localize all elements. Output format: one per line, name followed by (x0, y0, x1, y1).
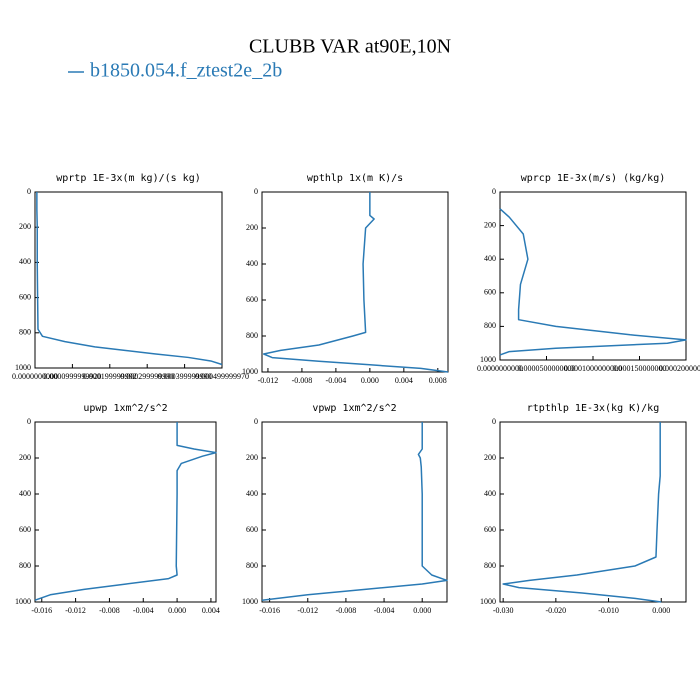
y-tick-label: 1000 (480, 597, 496, 606)
x-tick-label: 0.000200000000 (659, 364, 700, 373)
x-tick-label: -0.012 (258, 376, 279, 385)
panel-title: rtpthlp 1E-3x(kg K)/kg (527, 403, 659, 414)
x-tick-label: 0.0000500000000 (518, 364, 576, 373)
series-line (262, 192, 449, 373)
x-tick-label: -0.016 (31, 606, 52, 615)
y-tick-label: 400 (484, 489, 496, 498)
y-tick-label: 1000 (242, 597, 258, 606)
x-tick-label: 0.000499999970 (195, 372, 249, 381)
panel-title: wprtp 1E-3x(m kg)/(s kg) (56, 173, 201, 184)
y-tick-label: 0 (254, 417, 258, 426)
x-tick-label: 0.0000999999920 (43, 372, 101, 381)
y-tick-label: 800 (19, 561, 31, 570)
y-tick-label: 0 (27, 187, 31, 196)
y-tick-label: 800 (246, 561, 258, 570)
x-tick-label: 0.000 (168, 606, 186, 615)
y-tick-label: 800 (19, 328, 31, 337)
x-tick-label: 0.004 (395, 376, 413, 385)
chart-title: CLUBB VAR at90E,10N (249, 36, 451, 58)
x-tick-label: 0.000 (361, 376, 379, 385)
x-tick-label: 0.000 (652, 606, 670, 615)
series-line (499, 208, 687, 356)
y-tick-label: 0 (27, 417, 31, 426)
x-tick-label: 0.0000000000 (12, 372, 58, 381)
y-tick-label: 0 (492, 187, 496, 196)
y-tick-label: 600 (246, 295, 258, 304)
x-tick-label: -0.008 (336, 606, 357, 615)
y-tick-label: 1000 (480, 355, 496, 364)
y-tick-label: 400 (246, 489, 258, 498)
x-tick-label: -0.004 (374, 606, 395, 615)
y-tick-label: 600 (246, 525, 258, 534)
series-line (34, 422, 217, 601)
x-tick-label: -0.008 (292, 376, 313, 385)
y-tick-label: 400 (19, 257, 31, 266)
x-tick-label: 0.008 (429, 376, 447, 385)
plot-frame (499, 421, 687, 603)
x-tick-label: -0.010 (598, 606, 619, 615)
y-tick-label: 1000 (15, 363, 31, 372)
panel-title: wprcp 1E-3x(m/s) (kg/kg) (521, 173, 666, 184)
series-line (261, 422, 448, 601)
x-tick-label: 0.000399999990 (158, 372, 212, 381)
x-tick-label: -0.012 (65, 606, 86, 615)
y-tick-label: 1000 (15, 597, 31, 606)
y-tick-label: 0 (254, 187, 258, 196)
plot-frame (261, 191, 449, 373)
x-tick-label: 0.0000000000 (477, 364, 523, 373)
panel-title: vpwp 1xm^2/s^2 (312, 403, 396, 414)
plot-frame (34, 191, 223, 369)
x-tick-label: -0.020 (546, 606, 567, 615)
x-tick-label: -0.030 (493, 606, 514, 615)
y-tick-label: 400 (246, 259, 258, 268)
plot-frame (499, 191, 687, 361)
x-tick-label: 0.000 (413, 606, 431, 615)
y-tick-label: 200 (19, 222, 31, 231)
y-tick-label: 600 (19, 525, 31, 534)
y-tick-label: 400 (19, 489, 31, 498)
x-tick-label: -0.016 (259, 606, 280, 615)
y-tick-label: 200 (19, 453, 31, 462)
plot-frame (34, 421, 217, 603)
x-tick-label: -0.012 (297, 606, 318, 615)
legend-label: b1850.054.f_ztest2e_2b (90, 60, 282, 82)
x-tick-label: 0.004 (202, 606, 220, 615)
x-tick-label: 0.000150000000 (613, 364, 667, 373)
series-line (36, 192, 223, 366)
y-tick-label: 200 (484, 220, 496, 229)
x-tick-label: 0.000299999990 (120, 372, 174, 381)
y-tick-label: 1000 (242, 367, 258, 376)
y-tick-label: 400 (484, 254, 496, 263)
x-tick-label: -0.004 (133, 606, 154, 615)
y-tick-label: 600 (19, 292, 31, 301)
y-tick-label: 200 (246, 223, 258, 232)
y-tick-label: 0 (492, 417, 496, 426)
y-tick-label: 800 (246, 331, 258, 340)
y-tick-label: 600 (484, 288, 496, 297)
series-line (502, 422, 662, 603)
x-tick-label: -0.004 (326, 376, 347, 385)
y-tick-label: 800 (484, 321, 496, 330)
y-tick-label: 200 (246, 453, 258, 462)
plot-frame (261, 421, 448, 603)
x-tick-label: -0.008 (99, 606, 120, 615)
x-tick-label: 0.000199999992 (83, 372, 137, 381)
panel-title: wpthlp 1x(m K)/s (307, 173, 403, 184)
y-tick-label: 800 (484, 561, 496, 570)
y-tick-label: 600 (484, 525, 496, 534)
panel-title: upwp 1xm^2/s^2 (83, 403, 167, 414)
x-tick-label: 0.0001000000000 (564, 364, 622, 373)
y-tick-label: 200 (484, 453, 496, 462)
